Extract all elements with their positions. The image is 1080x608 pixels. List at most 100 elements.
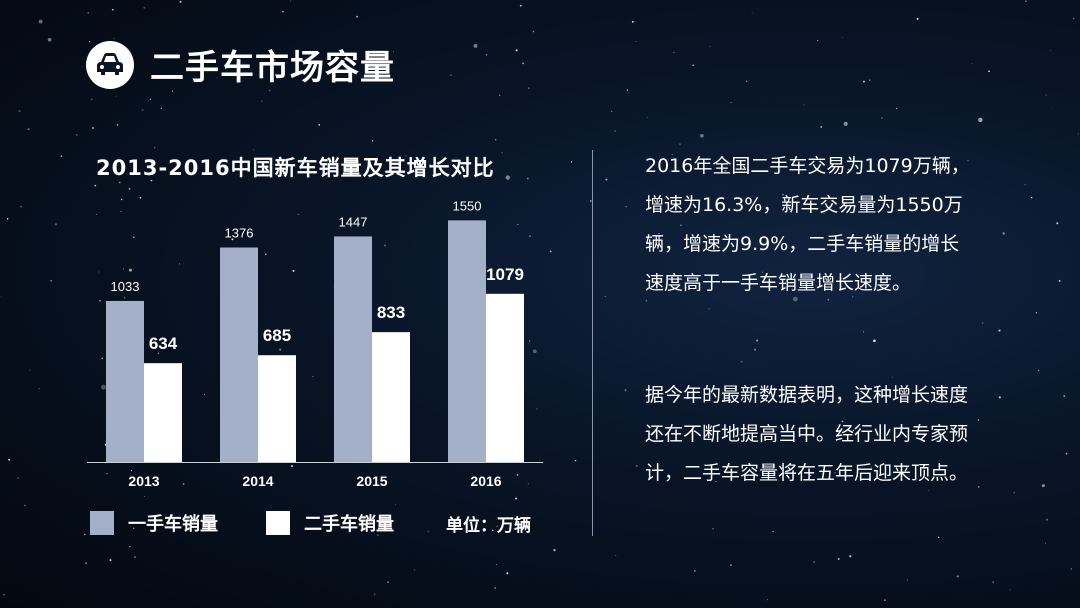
star xyxy=(94,184,97,187)
star xyxy=(724,169,727,172)
star xyxy=(809,474,812,477)
star xyxy=(486,266,488,268)
star xyxy=(505,175,510,180)
star xyxy=(971,63,973,65)
bar-second-hand-2014 xyxy=(258,355,296,462)
star xyxy=(290,465,294,468)
star xyxy=(128,187,131,190)
star xyxy=(178,263,180,265)
star xyxy=(529,340,531,342)
star xyxy=(0,295,1,297)
star xyxy=(268,89,271,92)
star xyxy=(1063,395,1066,398)
star xyxy=(99,300,101,302)
star xyxy=(50,279,53,282)
star xyxy=(992,581,995,584)
star xyxy=(988,70,990,73)
star xyxy=(123,296,126,299)
star xyxy=(862,80,865,83)
star xyxy=(841,36,843,38)
star xyxy=(154,147,156,149)
star xyxy=(1041,484,1045,488)
star xyxy=(121,198,123,201)
star xyxy=(88,40,91,43)
star xyxy=(395,504,397,506)
star xyxy=(248,179,250,181)
star xyxy=(916,17,919,20)
star xyxy=(868,79,871,81)
star xyxy=(516,474,519,476)
data-label: 685 xyxy=(263,326,291,345)
data-label: 833 xyxy=(377,303,405,322)
star xyxy=(631,20,634,23)
star xyxy=(143,6,146,9)
star xyxy=(605,178,608,181)
star xyxy=(499,94,501,96)
star xyxy=(1002,232,1005,235)
star xyxy=(473,43,478,48)
star xyxy=(492,529,494,532)
star xyxy=(527,483,530,485)
star xyxy=(6,218,9,220)
star xyxy=(366,63,368,65)
star xyxy=(141,108,144,112)
star xyxy=(817,39,819,42)
star xyxy=(841,420,844,423)
star xyxy=(132,236,135,239)
star xyxy=(873,339,876,343)
star xyxy=(754,348,757,351)
star xyxy=(978,486,980,488)
star xyxy=(1045,94,1047,96)
star xyxy=(76,134,78,136)
star xyxy=(377,534,379,536)
star xyxy=(27,128,30,131)
star xyxy=(895,107,898,110)
star xyxy=(318,124,321,126)
star xyxy=(815,208,817,211)
star xyxy=(692,64,695,67)
star xyxy=(200,519,203,522)
star xyxy=(624,389,627,392)
star xyxy=(1052,107,1054,109)
star xyxy=(109,559,112,562)
star xyxy=(700,133,704,138)
star xyxy=(106,472,108,475)
star xyxy=(709,46,711,48)
star xyxy=(1030,196,1033,199)
star xyxy=(496,525,499,528)
star xyxy=(977,419,980,421)
star xyxy=(848,209,850,211)
star xyxy=(429,164,431,166)
star xyxy=(87,11,90,14)
star xyxy=(860,206,862,208)
star xyxy=(129,545,131,548)
star xyxy=(98,271,100,273)
star xyxy=(611,110,613,112)
bar-second-hand-2015 xyxy=(372,332,410,462)
star xyxy=(1058,279,1061,282)
data-label: 1550 xyxy=(453,198,482,213)
star xyxy=(792,296,798,302)
star xyxy=(371,140,374,142)
title-bar: 二手车市场容量 xyxy=(86,40,395,89)
star xyxy=(906,579,909,581)
star xyxy=(1072,17,1075,20)
star xyxy=(673,52,675,53)
star xyxy=(506,572,509,575)
star xyxy=(522,62,525,65)
star xyxy=(830,385,833,388)
legend-swatch-first-hand xyxy=(90,511,114,535)
legend-item-first-hand: 一手车销量 xyxy=(90,510,218,536)
data-label: 634 xyxy=(149,334,178,353)
star xyxy=(625,205,627,208)
star xyxy=(171,90,173,92)
x-tick-label: 2013 xyxy=(128,473,159,489)
star xyxy=(658,233,660,235)
star xyxy=(813,561,816,564)
legend-label-second-hand: 二手车销量 xyxy=(304,514,394,535)
star xyxy=(24,504,26,507)
divider xyxy=(592,150,593,536)
data-label: 1033 xyxy=(111,279,140,294)
